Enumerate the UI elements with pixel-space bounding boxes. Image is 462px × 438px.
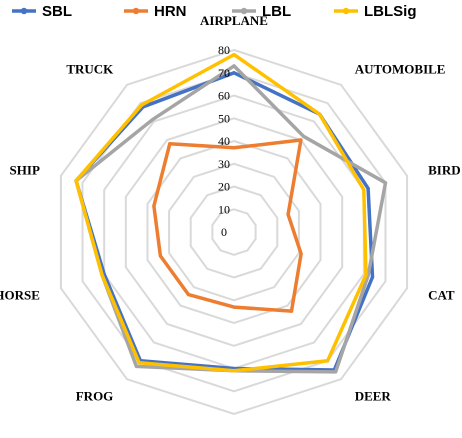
grid-ring-70 [81,71,387,393]
data-point-lblsig-automobile [318,112,322,116]
data-point-lbl-truck [150,118,154,122]
series-lines [74,52,388,374]
tick-label-20: 20 [218,180,230,194]
grid-ring-20 [189,185,279,279]
tick-label-70: 70 [218,66,230,80]
data-point-lblsig-ship [74,179,78,183]
tick-label-30: 30 [218,157,230,171]
category-label-automobile: AUTOMOBILE [355,62,446,77]
data-point-lbl-deer [334,370,338,374]
data-point-lblsig-cat [364,273,368,277]
data-point-lblsig-truck [140,103,144,107]
data-point-hrn-ship [152,204,156,208]
category-label-airplane: AIRPLANE [200,13,268,28]
category-label-bird: BIRD [428,163,461,178]
data-point-lbl-automobile [301,134,306,138]
tick-label-40: 40 [218,134,230,148]
grid-ring-80 [59,48,409,416]
grid-ring-60 [103,94,365,370]
grid-ring-50 [124,117,344,347]
data-point-hrn-cat [299,252,303,256]
data-point-lbl-frog [134,364,138,368]
legend-marker-lblsig [342,7,350,15]
legend-marker-lbl [240,7,248,15]
data-point-sbl-cat [370,275,375,279]
radial-axis-ticks: 0 10 20 30 40 50 60 70 80 [218,43,230,239]
legend-label-lbl: LBL [262,3,291,20]
legend-label-hrn: HRN [154,3,187,20]
category-label-deer: DEER [355,388,392,403]
data-point-lblsig-deer [326,359,330,363]
data-point-sbl-bird [366,186,370,190]
category-labels: AIRPLANEAUTOMOBILEBIRDCATDEERDOGFROGHORS… [0,13,461,403]
legend: SBL HRN LBL LBLSig [12,3,417,20]
data-point-lbl-bird [383,181,388,185]
legend-label-sbl: SBL [42,3,72,20]
category-label-ship: SHIP [10,163,40,178]
tick-label-60: 60 [218,89,230,103]
legend-label-lblsig: LBLSig [364,3,417,20]
radar-grid [59,48,409,416]
data-point-lblsig-horse [100,273,104,277]
tick-label-80: 80 [218,43,230,57]
category-label-cat: CAT [428,287,455,302]
data-point-lbl-airplane [232,64,236,68]
legend-marker-sbl [20,7,28,15]
data-point-hrn-deer [289,309,294,313]
data-point-hrn-automobile [299,138,303,142]
legend-marker-hrn [132,7,140,15]
data-point-hrn-horse [158,254,162,258]
tick-label-0: 0 [221,225,227,239]
data-point-hrn-dog [232,305,236,309]
data-point-lblsig-bird [362,188,366,192]
grid-ring-10 [211,208,257,256]
data-point-sbl-airplane [232,71,236,75]
data-point-hrn-bird [286,212,290,216]
data-point-hrn-airplane [232,146,236,150]
grid-ring-30 [168,162,300,302]
tick-label-10: 10 [218,202,230,216]
tick-label-50: 50 [218,111,230,125]
data-point-lblsig-airplane [232,53,236,57]
data-point-hrn-truck [168,142,172,146]
data-point-lblsig-dog [232,369,236,373]
category-label-horse: HORSE [0,287,40,302]
data-point-lblsig-frog [137,361,141,365]
data-point-hrn-frog [186,293,191,297]
category-label-frog: FROG [76,388,114,403]
category-label-truck: TRUCK [66,62,114,77]
